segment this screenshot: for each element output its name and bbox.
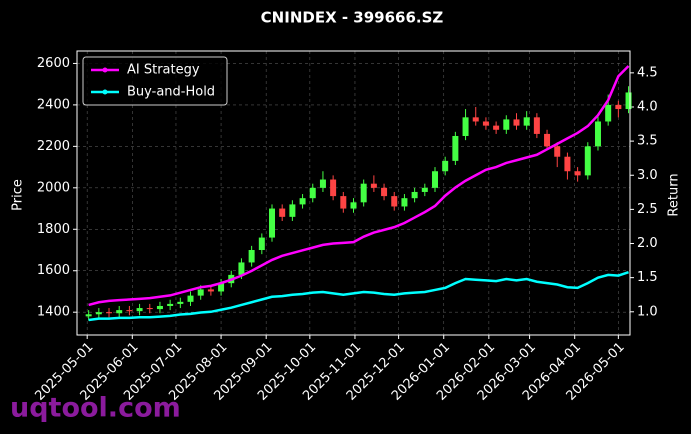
candle-body bbox=[513, 119, 520, 126]
y-tick-label: 1400 bbox=[37, 305, 70, 320]
candle-body bbox=[381, 187, 388, 197]
candle-body bbox=[146, 308, 153, 310]
candle-body bbox=[625, 92, 632, 110]
candle-body bbox=[452, 135, 459, 161]
y-tick-label: 1600 bbox=[37, 263, 70, 278]
watermark: uqtool.com bbox=[10, 393, 181, 424]
y-axis-label: Price bbox=[11, 179, 26, 211]
return-line bbox=[88, 271, 629, 322]
candle-body bbox=[177, 301, 184, 304]
candle-body bbox=[85, 314, 92, 317]
candle-body bbox=[554, 146, 561, 157]
candle-body bbox=[309, 187, 316, 199]
candle-body bbox=[421, 187, 428, 192]
candle-body bbox=[258, 237, 265, 251]
y2-tick-label: 3.0 bbox=[637, 168, 658, 183]
candle-body bbox=[197, 289, 204, 296]
candle-body bbox=[248, 250, 255, 263]
y2-tick-label: 2.5 bbox=[637, 202, 658, 217]
candle-body bbox=[533, 117, 540, 134]
candle-body bbox=[472, 117, 479, 122]
y2-tick-label: 1.0 bbox=[637, 304, 658, 319]
candle-body bbox=[95, 312, 102, 315]
candle-body bbox=[360, 183, 367, 203]
y-tick-label: 2200 bbox=[37, 139, 70, 154]
candle-body bbox=[207, 289, 214, 292]
y2-tick-label: 3.5 bbox=[637, 134, 658, 149]
candle-body bbox=[319, 179, 326, 188]
candle-body bbox=[503, 119, 510, 130]
candle-body bbox=[493, 125, 500, 130]
candle-body bbox=[269, 208, 276, 238]
legend-marker bbox=[102, 89, 108, 95]
candle-body bbox=[156, 305, 163, 310]
candle-body bbox=[564, 156, 571, 172]
candle-body bbox=[289, 204, 296, 217]
y2-tick-label: 2.0 bbox=[637, 236, 658, 251]
plot-frame bbox=[76, 50, 631, 336]
candle-body bbox=[594, 121, 601, 147]
candle-body bbox=[340, 196, 347, 209]
candle-body bbox=[370, 183, 377, 188]
legend-marker bbox=[102, 67, 108, 73]
candle-body bbox=[116, 310, 123, 314]
candle-body bbox=[299, 198, 306, 205]
candle-body bbox=[431, 171, 438, 188]
y-tick-label: 2400 bbox=[37, 97, 70, 112]
candle-body bbox=[584, 146, 591, 176]
candle-body bbox=[523, 117, 530, 126]
y2-tick-label: 1.5 bbox=[637, 270, 658, 285]
legend-label: AI Strategy bbox=[127, 63, 200, 78]
y-tick-label: 2000 bbox=[37, 180, 70, 195]
y2-axis-label: Return bbox=[667, 173, 682, 216]
y2-tick-label: 4.0 bbox=[637, 99, 658, 114]
candle-body bbox=[136, 308, 143, 312]
y-tick-label: 1800 bbox=[37, 222, 70, 237]
candle-body bbox=[238, 262, 245, 275]
candle-body bbox=[462, 117, 469, 136]
candle-body bbox=[442, 160, 449, 172]
candle-body bbox=[482, 121, 489, 126]
candle-body bbox=[167, 303, 174, 306]
legend-label: Buy-and-Hold bbox=[127, 85, 215, 100]
candle-body bbox=[218, 283, 225, 292]
candle-body bbox=[330, 179, 337, 197]
chart-title: CNINDEX - 399666.SZ bbox=[261, 9, 444, 27]
candle-body bbox=[411, 191, 418, 199]
candle-body bbox=[126, 310, 133, 312]
candle-body bbox=[350, 202, 357, 209]
candle-body bbox=[187, 295, 194, 302]
candle-body bbox=[615, 104, 622, 110]
y-tick-label: 2600 bbox=[37, 56, 70, 71]
candle-body bbox=[279, 208, 286, 217]
candle-body bbox=[106, 312, 113, 314]
candle-body bbox=[574, 171, 581, 176]
y2-tick-label: 4.5 bbox=[637, 65, 658, 80]
return-line bbox=[88, 65, 630, 307]
candle-body bbox=[605, 104, 612, 122]
candle-body bbox=[401, 198, 408, 207]
candle-body bbox=[391, 196, 398, 207]
candle-body bbox=[544, 133, 551, 147]
